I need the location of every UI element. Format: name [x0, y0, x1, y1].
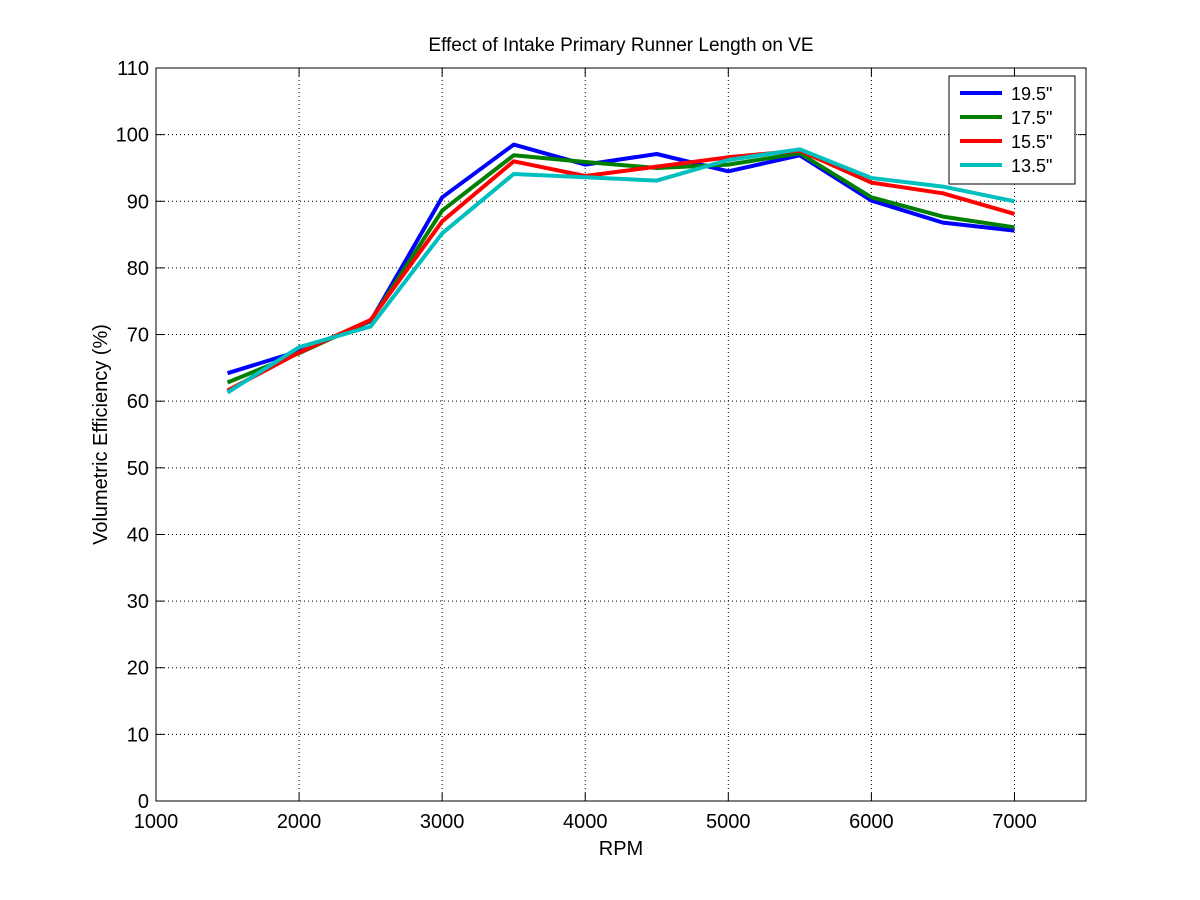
y-tick-label: 10 — [127, 724, 149, 746]
x-tick-label: 3000 — [420, 811, 465, 833]
x-tick-label: 4000 — [563, 811, 608, 833]
y-tick-label: 0 — [138, 791, 149, 813]
x-tick-label: 2000 — [277, 811, 322, 833]
axes-box — [155, 67, 1087, 802]
y-tick-label: 20 — [127, 658, 149, 680]
chart-title: Effect of Intake Primary Runner Length o… — [428, 35, 813, 56]
y-tick-label: 70 — [127, 325, 149, 347]
x-tick-label: 6000 — [849, 811, 894, 833]
y-tick-label: 80 — [127, 258, 149, 280]
y-tick-label: 30 — [127, 591, 149, 613]
x-tick-label: 7000 — [992, 811, 1037, 833]
y-axis-label: Volumetric Efficiency (%) — [90, 324, 112, 545]
ticks: 1000 2000 3000 4000 5000 6000 7000 0 10 20 30 40 50 6… — [116, 58, 1086, 833]
legend-label-1: 17.5" — [1011, 108, 1052, 128]
legend-label-0: 19.5" — [1011, 84, 1052, 104]
x-axis-label: RPM — [599, 838, 643, 860]
series-line-2 — [226, 148, 1016, 393]
legend-label-3: 13.5" — [1011, 156, 1052, 176]
y-tick-label: 60 — [127, 391, 149, 413]
y-tick-label: 110 — [117, 58, 149, 80]
y-tick-label: 40 — [127, 524, 149, 546]
x-tick-label: 1000 — [134, 811, 179, 833]
y-tick-label: 90 — [127, 191, 149, 213]
y-tick-label: 50 — [127, 458, 149, 480]
grid — [156, 68, 1086, 801]
legend-label-2: 15.5" — [1011, 132, 1052, 152]
legend: 19.5" 17.5" 15.5" 13.5" — [948, 75, 1076, 185]
series-line-3 — [226, 147, 1015, 395]
y-tick-label: 100 — [116, 125, 149, 147]
x-tick-label: 5000 — [706, 811, 751, 833]
series-lines — [226, 142, 1016, 395]
